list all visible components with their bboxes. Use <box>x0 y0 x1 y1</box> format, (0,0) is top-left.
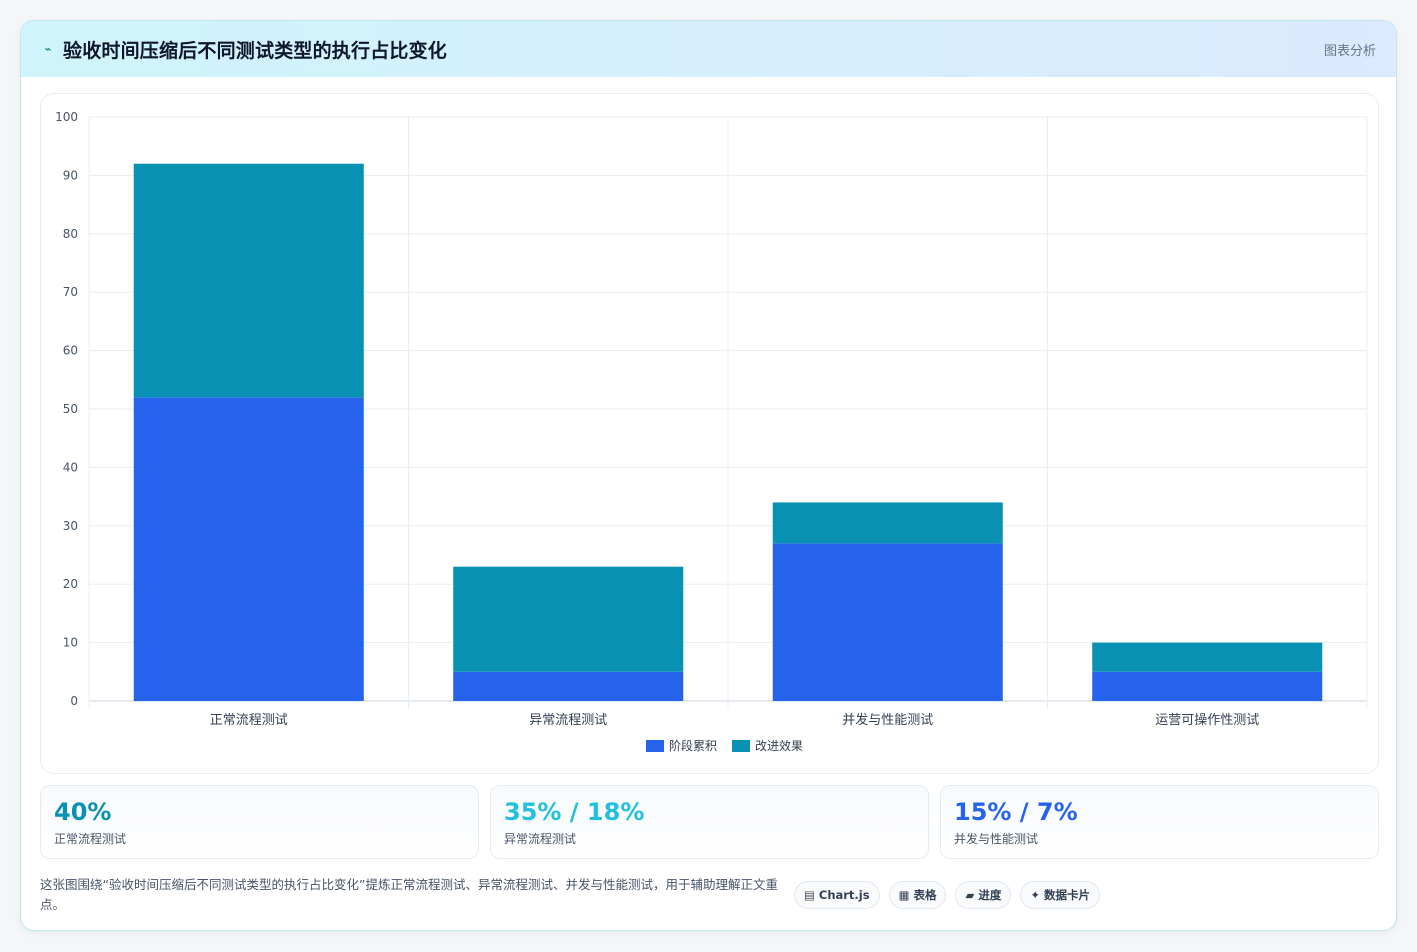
stat-card: 15% / 7% 并发与性能测试 <box>940 785 1379 859</box>
stat-value: 35% / 18% <box>504 798 645 826</box>
stacked-bar-chart: 0 10 20 30 40 50 60 70 80 90 100 正常流程测试 异常流程测试 并发与性能测… <box>55 110 1368 753</box>
progress-icon: ▰ <box>965 888 975 902</box>
stat-value: 15% / 7% <box>954 798 1078 826</box>
chip-1[interactable]: ▤ Chart.js <box>794 881 880 909</box>
y-tick-label: 10 <box>63 636 78 650</box>
stat-cards: 40% 正常流程测试 35% / 18% 异常流程测试 15% / 7% 并发与性能测试 <box>40 785 1379 859</box>
stat-card: 40% 正常流程测试 <box>40 785 479 859</box>
chip-label: 进度 <box>978 888 1002 902</box>
y-tick-label: 40 <box>63 460 78 474</box>
chip-list: ▤ Chart.js ▦ 表格 ▰ 进度 ✦ 数据卡片 <box>794 881 1100 909</box>
legend-swatch <box>732 740 750 752</box>
trend-line-icon: ⌁ <box>44 42 52 56</box>
chip-3[interactable]: ▰ 进度 <box>955 881 1012 909</box>
y-tick-label: 30 <box>63 519 78 533</box>
y-tick-label: 60 <box>63 344 78 358</box>
y-tick-label: 0 <box>70 694 78 708</box>
card-header: ⌁ 验收时间压缩后不同测试类型的执行占比变化 图表分析 <box>21 21 1396 77</box>
bar-base <box>133 397 364 701</box>
title-wrap: ⌁ 验收时间压缩后不同测试类型的执行占比变化 <box>41 36 447 63</box>
chip-label: Chart.js <box>818 888 870 902</box>
legend-swatch <box>646 740 664 752</box>
stat-value: 40% <box>54 798 112 826</box>
x-tick-label: 正常流程测试 <box>210 713 288 728</box>
chart-card: ⌁ 验收时间压缩后不同测试类型的执行占比变化 图表分析 0 10 20 30 40 50 6… <box>20 20 1397 931</box>
x-tick-label: 异常流程测试 <box>529 713 607 728</box>
y-tick-label: 20 <box>63 577 78 591</box>
chip-label: 数据卡片 <box>1043 888 1090 902</box>
legend-label: 阶段累积 <box>669 738 717 753</box>
bar-top <box>453 566 684 672</box>
bar-base <box>772 543 1003 701</box>
y-tick-label: 50 <box>63 402 78 416</box>
stat-card: 35% / 18% 异常流程测试 <box>490 785 929 859</box>
bar-base <box>1092 671 1323 701</box>
x-tick-label: 并发与性能测试 <box>842 712 933 728</box>
footer-description: 这张图围绕“验收时间压缩后不同测试类型的执行占比变化”提炼正常流程测试、异常流程… <box>40 877 778 912</box>
footer: 这张图围绕“验收时间压缩后不同测试类型的执行占比变化”提炼正常流程测试、异常流程… <box>40 873 1379 917</box>
x-tick-label: 运营可操作性测试 <box>1155 712 1259 728</box>
chart-icon: ▤ <box>804 888 815 902</box>
chip-4[interactable]: ✦ 数据卡片 <box>1020 881 1100 909</box>
bar-base <box>453 671 684 701</box>
legend-label: 改进效果 <box>755 738 803 753</box>
stat-label: 正常流程测试 <box>54 832 127 846</box>
chip-2[interactable]: ▦ 表格 <box>888 881 947 909</box>
bar-top <box>1092 642 1323 672</box>
page-title: 验收时间压缩后不同测试类型的执行占比变化 <box>63 39 448 62</box>
sparkle-icon: ✦ <box>1030 888 1040 902</box>
table-icon: ▦ <box>898 888 910 902</box>
y-tick-label: 80 <box>63 227 78 241</box>
chip-label: 表格 <box>913 888 937 902</box>
y-tick-label: 90 <box>63 168 78 182</box>
y-tick-label: 70 <box>63 285 78 299</box>
stat-label: 并发与性能测试 <box>954 832 1039 846</box>
y-tick-label: 100 <box>55 110 78 124</box>
stat-label: 异常流程测试 <box>504 832 577 846</box>
chart-analysis-link[interactable]: 图表分析 <box>1323 43 1376 59</box>
chart-area: 0 10 20 30 40 50 60 70 80 90 100 正常流程测试 异常流程测试 并发与性能测… <box>40 93 1379 774</box>
bar-top <box>772 502 1003 544</box>
bar-top <box>133 163 364 398</box>
